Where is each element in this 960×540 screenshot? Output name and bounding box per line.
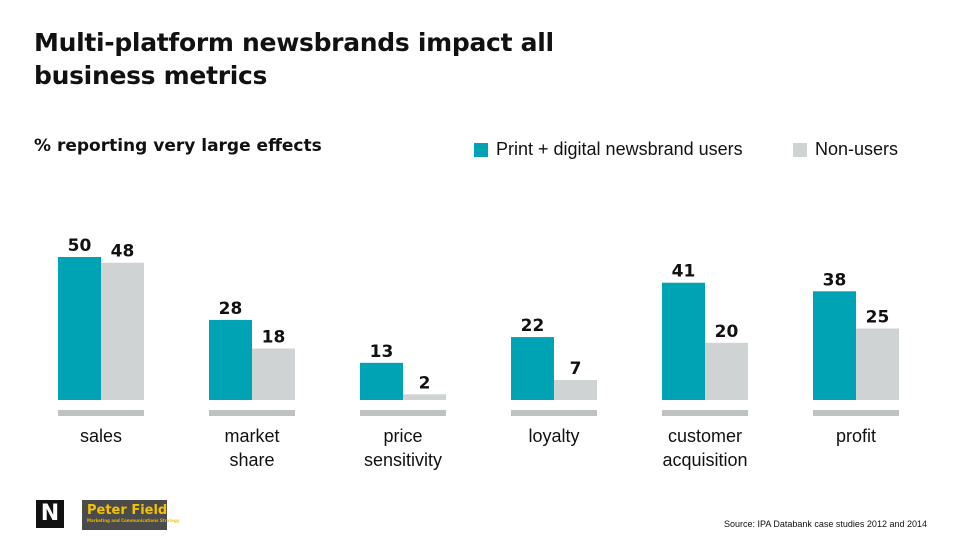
bar-loyalty-series-2 [554, 379, 597, 400]
value-label-customer-acquisition-series-2: 20 [715, 322, 739, 342]
bar-customer-acquisition-series-1 [662, 282, 705, 400]
chart-title: Multi-platform newsbrands impact all bus… [34, 28, 554, 90]
legend-item-non-users: Non-users [793, 139, 898, 160]
chart-subtitle: % reporting very large effects [34, 136, 322, 156]
legend-label-non-users: Non-users [815, 139, 899, 159]
bar-market-share-series-1 [209, 319, 252, 400]
category-label-loyalty: loyalty [528, 426, 579, 446]
bar-loyalty-series-1 [511, 337, 554, 400]
value-label-sales-series-2: 48 [111, 242, 135, 262]
value-label-price-sensitivity-series-2: 2 [419, 373, 431, 393]
value-label-sales-series-1: 50 [68, 236, 92, 256]
baseline-price-sensitivity [360, 410, 446, 416]
bar-market-share-series-2 [252, 348, 295, 400]
value-label-profit-series-2: 25 [866, 308, 890, 328]
source-note: Source: IPA Databank case studies 2012 a… [724, 519, 927, 529]
bar-price-sensitivity-series-1 [360, 362, 403, 400]
value-label-market-share-series-2: 18 [262, 328, 286, 348]
category-label-price-sensitivity: price sensitivity [364, 426, 442, 470]
legend-item-print-digital: Print + digital newsbrand users [474, 139, 743, 160]
bar-profit-series-2 [856, 328, 899, 400]
bar-customer-acquisition-series-2 [705, 342, 748, 400]
value-label-loyalty-series-1: 22 [521, 316, 545, 336]
category-label-customer-acquisition: customer acquisition [662, 426, 747, 470]
value-label-profit-series-1: 38 [823, 270, 847, 290]
value-label-price-sensitivity-series-1: 13 [370, 342, 394, 362]
bar-sales-series-2 [101, 262, 144, 400]
peter-field-logo-text: Peter Field [87, 503, 168, 518]
bar-sales-series-1 [58, 257, 101, 400]
newsworks-logo: N [36, 500, 64, 528]
baseline-loyalty [511, 410, 597, 416]
baseline-sales [58, 410, 144, 416]
bar-profit-series-1 [813, 291, 856, 400]
peter-field-logo-tagline: Marketing and Communications Strategy [87, 518, 180, 523]
legend-label-print-digital: Print + digital newsbrand users [496, 139, 743, 159]
category-label-market-share: market share [224, 426, 279, 470]
value-label-customer-acquisition-series-1: 41 [672, 262, 696, 282]
baseline-market-share [209, 410, 295, 416]
legend-swatch-non-users [793, 142, 807, 157]
category-label-profit: profit [836, 426, 876, 446]
category-label-sales: sales [80, 426, 122, 446]
baseline-customer-acquisition [662, 410, 748, 416]
legend-swatch-print-digital [474, 142, 488, 157]
bar-price-sensitivity-series-2 [403, 394, 446, 400]
peter-field-logo: Peter Field Marketing and Communications… [82, 500, 180, 530]
value-label-market-share-series-1: 28 [219, 299, 243, 319]
value-label-loyalty-series-2: 7 [570, 359, 582, 379]
baseline-profit [813, 410, 899, 416]
